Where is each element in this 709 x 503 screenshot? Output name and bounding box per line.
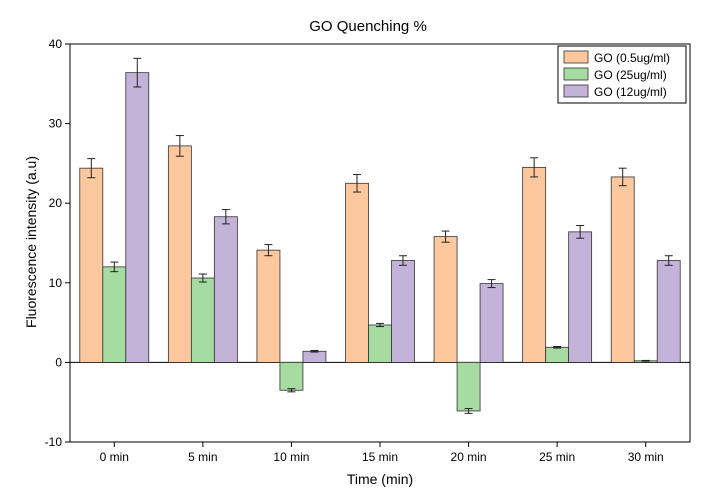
- y-tick-label: 40: [49, 37, 63, 51]
- bar: [167, 145, 192, 363]
- x-tick-label: 20 min: [451, 450, 487, 464]
- bar: [256, 249, 281, 363]
- legend-label: GO (12ug/ml): [594, 85, 667, 99]
- x-tick-label: 0 min: [100, 450, 129, 464]
- x-axis-title: Time (min): [347, 471, 413, 487]
- x-tick-label: 25 min: [539, 450, 575, 464]
- bar: [345, 182, 369, 363]
- legend-swatch: [563, 67, 589, 81]
- bar: [479, 283, 504, 363]
- y-tick-label: 30: [49, 117, 63, 131]
- plot-frame: [69, 43, 691, 443]
- x-tick-label: 30 min: [628, 450, 664, 464]
- bar: [190, 277, 215, 363]
- bars-layer: [79, 72, 681, 412]
- y-axis-title: Fluorescence intensity (a.u): [23, 156, 39, 328]
- bar: [391, 260, 415, 363]
- bar: [279, 361, 304, 391]
- x-tick-label: 15 min: [362, 450, 398, 464]
- bar: [213, 216, 238, 363]
- bar: [125, 72, 150, 363]
- bar: [456, 361, 481, 412]
- bar: [368, 324, 392, 363]
- legend: GO (0.5ug/ml) GO (25ug/ml) GO (12ug/ml): [557, 45, 687, 104]
- bar: [545, 346, 570, 363]
- chart-title: GO Quenching %: [309, 18, 427, 35]
- axis-ticks-layer: -10 0 10 20 30 40 0 min 5 min 10 min 15 min 20 min…: [45, 37, 664, 464]
- bar: [79, 167, 104, 363]
- bar: [522, 166, 547, 363]
- x-tick-label: 5 min: [188, 450, 217, 464]
- y-tick-label: 0: [55, 355, 62, 369]
- bar: [568, 231, 593, 363]
- legend-swatch: [563, 84, 589, 98]
- legend-label: GO (0.5ug/ml): [594, 51, 670, 65]
- x-tick-label: 10 min: [273, 450, 309, 464]
- error-bars-layer: [87, 57, 673, 414]
- legend-swatch: [563, 50, 589, 64]
- bar: [433, 236, 458, 363]
- y-tick-label: -10: [45, 435, 63, 449]
- bar: [610, 176, 635, 363]
- bar: [656, 260, 681, 363]
- bar: [102, 266, 127, 363]
- y-tick-label: 10: [49, 276, 63, 290]
- bar: [302, 350, 327, 363]
- legend-label: GO (25ug/ml): [594, 68, 667, 82]
- y-tick-label: 20: [49, 196, 63, 210]
